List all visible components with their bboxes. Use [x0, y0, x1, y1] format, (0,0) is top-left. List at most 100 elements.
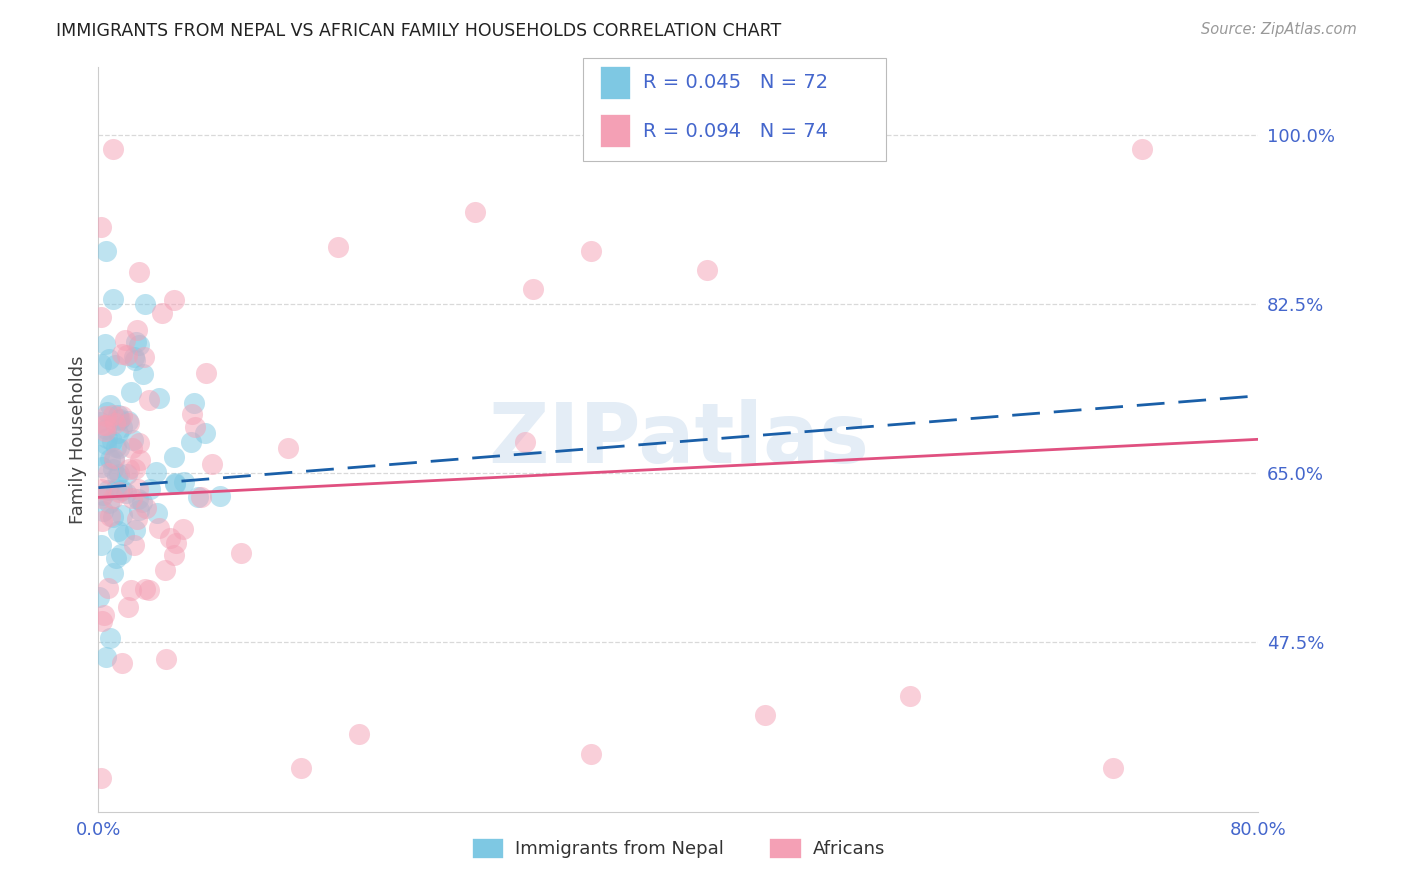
Point: [103, 450, 125, 465]
Point: [107, 408, 129, 422]
Point: [513, 434, 536, 449]
Point: [111, 656, 134, 670]
Point: [91, 514, 114, 528]
Point: [104, 482, 127, 496]
Point: [107, 413, 129, 427]
Point: [162, 293, 184, 308]
Point: [90, 219, 112, 234]
Point: [122, 351, 145, 365]
Point: [101, 142, 124, 156]
Point: [127, 492, 149, 507]
Point: [118, 462, 141, 476]
Legend: Immigrants from Nepal, Africans: Immigrants from Nepal, Africans: [464, 830, 893, 866]
Point: [159, 531, 181, 545]
Point: [124, 523, 146, 537]
Point: [231, 546, 253, 560]
Point: [183, 419, 205, 434]
Point: [90, 310, 112, 325]
Point: [94, 409, 117, 424]
Point: [165, 476, 187, 491]
Point: [94, 421, 117, 435]
Point: [108, 441, 131, 455]
Point: [121, 441, 143, 455]
Point: [121, 433, 143, 447]
Text: ZIPatlas: ZIPatlas: [488, 399, 869, 480]
Point: [94, 336, 117, 351]
Point: [96, 404, 118, 418]
Point: [90, 357, 112, 371]
Point: [163, 450, 186, 464]
Point: [165, 536, 187, 550]
Point: [101, 491, 124, 505]
Point: [114, 486, 136, 500]
Point: [114, 333, 136, 347]
Point: [97, 495, 120, 509]
Point: [108, 467, 131, 481]
Point: [187, 490, 209, 504]
Point: [125, 334, 148, 349]
Point: [148, 521, 170, 535]
Point: [128, 265, 150, 279]
Point: [111, 420, 134, 434]
Point: [131, 494, 153, 508]
Point: [115, 467, 138, 481]
Point: [111, 409, 134, 423]
Point: [97, 483, 120, 497]
Point: [581, 747, 603, 761]
Point: [134, 582, 156, 596]
Point: [96, 431, 118, 445]
Point: [290, 761, 312, 775]
Point: [138, 392, 160, 407]
Point: [145, 466, 167, 480]
Point: [190, 490, 212, 504]
Point: [464, 205, 486, 219]
Point: [146, 506, 169, 520]
Point: [326, 239, 349, 253]
Point: [128, 338, 150, 352]
Point: [91, 504, 114, 518]
Point: [180, 435, 202, 450]
Point: [108, 484, 131, 499]
Point: [194, 425, 217, 440]
Point: [100, 398, 122, 412]
Point: [97, 466, 120, 480]
Point: [103, 462, 125, 476]
Point: [696, 263, 718, 277]
Y-axis label: Family Households: Family Households: [69, 355, 87, 524]
Point: [129, 453, 152, 467]
Point: [101, 510, 124, 524]
Point: [111, 508, 134, 523]
Point: [277, 441, 299, 455]
Point: [97, 581, 120, 595]
Point: [135, 501, 157, 516]
Point: [150, 306, 173, 320]
Point: [122, 538, 145, 552]
Point: [900, 689, 922, 703]
Point: [134, 297, 156, 311]
Point: [89, 415, 111, 429]
Text: R = 0.045   N = 72: R = 0.045 N = 72: [643, 73, 828, 93]
Point: [90, 459, 112, 474]
Point: [112, 528, 135, 542]
Point: [98, 451, 121, 466]
Point: [124, 461, 146, 475]
Point: [163, 548, 186, 562]
Point: [155, 651, 177, 665]
Point: [581, 244, 603, 258]
Point: [98, 352, 121, 367]
Point: [90, 771, 112, 785]
Point: [104, 358, 127, 372]
Point: [117, 414, 139, 428]
Point: [98, 631, 121, 645]
Point: [110, 547, 132, 561]
Point: [115, 348, 138, 362]
Point: [93, 418, 115, 433]
Point: [209, 489, 232, 503]
Point: [153, 563, 176, 577]
Text: R = 0.094   N = 74: R = 0.094 N = 74: [643, 121, 828, 141]
Point: [754, 708, 776, 723]
Point: [111, 483, 134, 497]
Point: [105, 468, 128, 483]
Point: [90, 491, 112, 505]
Point: [90, 537, 112, 551]
